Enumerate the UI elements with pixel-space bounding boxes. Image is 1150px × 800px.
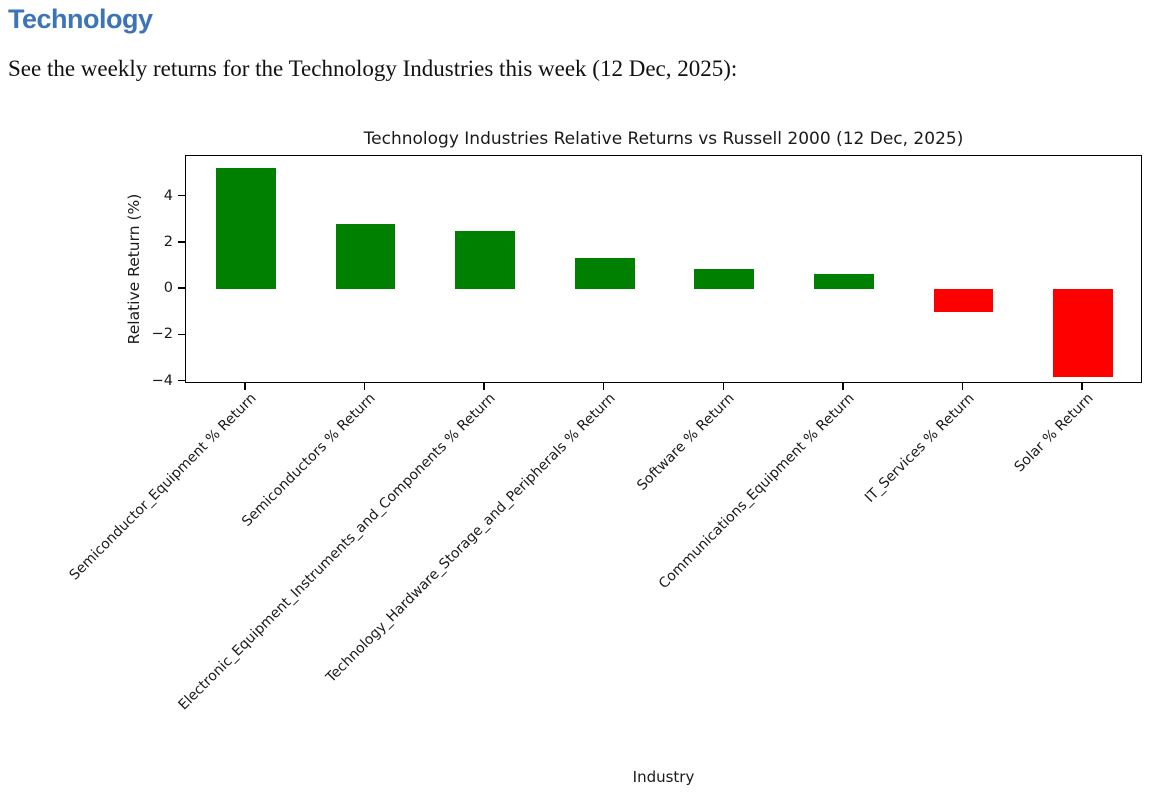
x-tick-label: Solar % Return — [1011, 390, 1097, 476]
chart-bar-it_services — [933, 289, 994, 313]
x-tick-mark — [244, 383, 246, 390]
x-tick-mark — [602, 383, 605, 390]
y-tick-mark — [178, 194, 185, 197]
y-tick-label: 0 — [163, 280, 173, 297]
intro-text: See the weekly returns for the Technolog… — [8, 56, 738, 81]
y-tick-mark — [178, 287, 185, 289]
x-tick-mark — [483, 383, 485, 390]
x-tick-mark — [1081, 383, 1083, 390]
chart-bar-technology_hardware_storage_and_peripherals — [574, 257, 635, 290]
x-tick-label: IT_Services % Return — [861, 390, 978, 506]
y-tick-label: −4 — [151, 372, 173, 389]
x-tick-mark — [842, 383, 844, 390]
chart-bar-communications_equipment — [814, 274, 874, 290]
y-tick-label: 4 — [163, 187, 173, 204]
chart-plot-area — [185, 155, 1142, 383]
y-tick-label: 2 — [163, 233, 173, 250]
chart-bar-semiconductors — [335, 224, 396, 290]
y-tick-mark — [178, 379, 185, 382]
x-tick-mark — [961, 383, 964, 390]
x-tick-mark — [363, 383, 366, 390]
chart-bar-solar — [1053, 289, 1114, 378]
y-tick-label: −2 — [151, 326, 173, 343]
x-tick-mark — [722, 383, 725, 390]
y-tick-mark — [178, 333, 185, 336]
x-tick-label: Technology_Hardware_Storage_and_Peripher… — [322, 390, 619, 686]
chart-bar-electronic_equipment_instruments_and_components — [455, 231, 515, 290]
y-tick-mark — [178, 241, 185, 243]
x-axis-label: Industry — [632, 768, 695, 786]
page-title: Technology — [8, 4, 153, 34]
chart-bar-software — [694, 269, 755, 290]
chart-title: Technology Industries Relative Returns v… — [363, 129, 964, 149]
chart-bar-semiconductor_equipment — [215, 167, 276, 290]
